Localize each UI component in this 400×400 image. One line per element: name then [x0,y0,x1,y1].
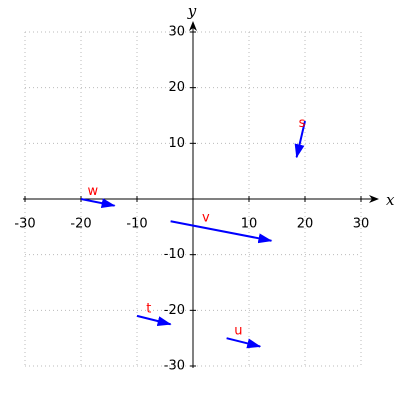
x-tick-label: 30 [353,217,370,232]
vector-arrow [80,198,116,209]
y-tick-label: 10 [168,136,185,151]
vector-arrow [170,220,273,244]
vector-arrow [136,314,172,326]
vector-arrow [226,337,262,349]
x-axis-title: x [386,191,395,209]
x-tick-label: -20 [70,217,91,232]
vector-label: s [299,116,306,131]
vector-arrow [294,120,306,159]
x-tick-label: -10 [126,217,147,232]
y-tick-label: 30 [168,25,185,40]
y-axis-title: y [187,2,197,20]
vector-label: w [87,184,98,199]
y-tick-label: -30 [164,359,185,374]
x-tick-label: 10 [241,217,258,232]
x-tick-label: -30 [14,217,35,232]
y-tick-label: -20 [164,303,185,318]
vector-label: v [202,211,210,226]
x-tick-label: 20 [297,217,314,232]
y-tick-label: 20 [168,80,185,95]
y-tick-label: -10 [164,247,185,262]
vector-label: t [146,301,151,316]
vector-label: u [234,324,242,339]
